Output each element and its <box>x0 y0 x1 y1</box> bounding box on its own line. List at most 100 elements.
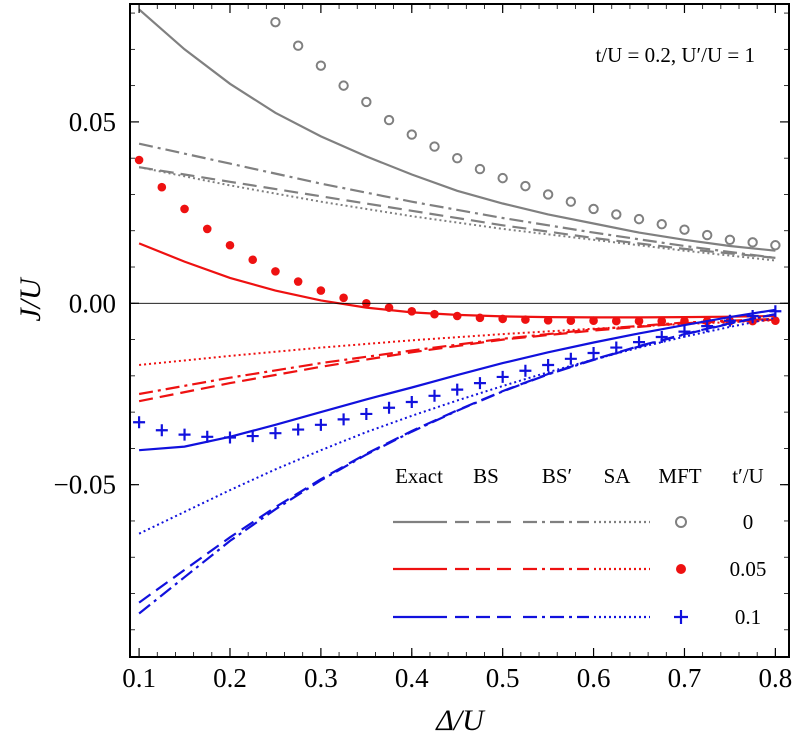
y-axis-title: J/U <box>14 276 47 322</box>
data-point <box>337 413 350 426</box>
data-point <box>566 316 576 326</box>
series-line-BS-tprime-0 <box>138 166 776 259</box>
legend-marker <box>674 610 688 624</box>
data-point <box>520 180 531 192</box>
legend-marker <box>676 564 686 574</box>
data-point <box>519 364 532 377</box>
data-point <box>202 224 212 234</box>
data-point <box>292 40 304 51</box>
data-point <box>564 352 577 365</box>
data-point <box>656 219 667 230</box>
data-point <box>133 416 146 429</box>
data-point <box>701 320 714 333</box>
data-point <box>498 314 507 324</box>
x-tick-label: 0.8 <box>758 663 792 693</box>
x-axis-title: Δ/U <box>435 704 486 737</box>
data-point <box>406 129 417 140</box>
data-point <box>384 303 394 312</box>
data-point <box>178 428 191 441</box>
data-point <box>180 204 189 214</box>
series-line-Exact-tprime-0.1 <box>139 308 776 452</box>
legend-tprime-value: 0.1 <box>735 605 761 629</box>
data-point <box>246 430 259 443</box>
plot-axes: 0.1 0.2 0.3 0.4 0.5 0.6 0.7 0.8 −0.05 0.00 0.05 <box>54 3 792 693</box>
legend-marker <box>675 516 687 528</box>
series-line-SA-tprime-0.05 <box>139 319 776 366</box>
data-point <box>269 427 282 440</box>
x-tick-label: 0.2 <box>213 663 247 693</box>
legend-tprime-value: 0 <box>743 510 754 534</box>
data-point <box>565 196 577 207</box>
data-point <box>361 96 372 108</box>
data-point <box>633 213 645 225</box>
data-point <box>679 224 690 235</box>
data-point <box>678 325 691 338</box>
series-line-Exact-tprime-0 <box>138 8 776 252</box>
data-point <box>157 182 167 192</box>
data-point <box>634 316 644 326</box>
data-point <box>155 424 168 437</box>
parameter-annotation: t/U = 0.2, U′/U = 1 <box>595 43 755 67</box>
data-point <box>680 316 689 326</box>
legend-header-tprime: t′/U <box>732 464 763 488</box>
data-point <box>452 152 463 164</box>
series-line-SA-tprime-0 <box>138 166 776 262</box>
data-point <box>292 423 305 436</box>
legend-header-BS: BS′ <box>542 464 572 488</box>
data-point <box>588 203 599 215</box>
legend-tprime-value: 0.05 <box>730 557 767 581</box>
data-point <box>473 377 486 390</box>
series-markers-MFT-tprime-0 <box>270 16 781 251</box>
data-point <box>746 309 759 322</box>
data-point <box>315 60 327 71</box>
data-point <box>587 346 600 359</box>
data-point <box>429 141 440 152</box>
legend-header-SA: SA <box>604 464 632 488</box>
data-point <box>428 389 441 402</box>
data-point <box>657 316 667 326</box>
data-point <box>497 172 508 184</box>
data-point <box>314 418 327 431</box>
data-point <box>611 209 622 220</box>
data-point <box>223 431 236 444</box>
y-tick-label: 0.05 <box>69 107 116 137</box>
x-tick-label: 0.5 <box>486 663 520 693</box>
data-point <box>134 155 144 165</box>
data-point <box>633 336 646 349</box>
series-line-BS-tprime-0.1 <box>138 313 776 615</box>
data-point <box>724 234 736 246</box>
data-point <box>201 430 214 443</box>
data-point <box>474 163 486 175</box>
data-point <box>589 316 598 326</box>
data-point <box>405 395 418 408</box>
data-point <box>248 255 258 265</box>
plot-frame <box>129 3 790 658</box>
data-point <box>496 370 509 383</box>
y-tick-label: 0.00 <box>69 288 116 318</box>
x-tick-label: 0.1 <box>122 663 156 693</box>
data-point <box>316 286 326 295</box>
x-tick-label: 0.3 <box>304 663 338 693</box>
series-line-BS-tprime-0.1 <box>138 313 776 604</box>
data-point <box>407 306 417 316</box>
data-point <box>770 240 781 251</box>
legend: Exact BS BS′ SA MFT t′/U 0 0.05 0.1 <box>393 464 766 629</box>
data-point <box>293 277 303 286</box>
data-point <box>747 237 758 248</box>
y-tick-label: −0.05 <box>54 470 116 500</box>
data-point <box>451 383 464 396</box>
data-point <box>383 401 396 414</box>
data-point <box>338 80 349 91</box>
data-point <box>723 314 736 327</box>
data-point <box>701 229 713 241</box>
data-point <box>452 311 462 321</box>
data-point <box>521 315 530 324</box>
legend-header-BS: BS <box>473 464 499 488</box>
data-point <box>542 189 554 200</box>
data-point <box>383 114 395 126</box>
legend-header-Exact: Exact <box>395 464 443 488</box>
data-point <box>475 313 485 323</box>
series-line-Exact-tprime-0.05 <box>138 242 776 319</box>
data-point <box>225 240 235 250</box>
